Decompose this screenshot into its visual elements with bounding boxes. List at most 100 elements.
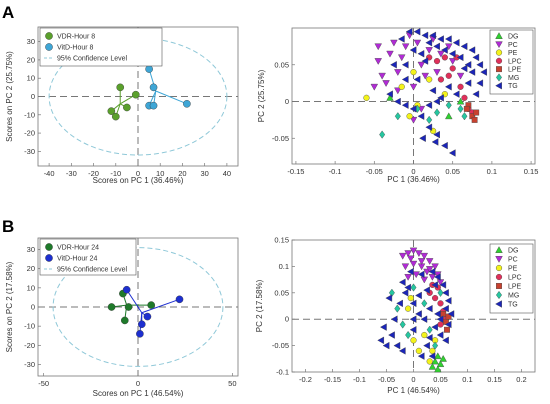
- loading-point: [409, 326, 417, 334]
- loading-point: [417, 49, 425, 58]
- loading-point: [415, 291, 422, 300]
- loading-point: [425, 333, 433, 342]
- loading-point: [386, 90, 393, 98]
- panel-label-a: A: [2, 3, 14, 22]
- loading-point: [452, 90, 460, 98]
- loading-point: [437, 288, 444, 297]
- y-tick-label: -20: [24, 129, 35, 138]
- loading-point: [390, 61, 397, 69]
- legend-entry: MG: [508, 293, 519, 300]
- loading-point: [409, 299, 417, 308]
- loading-point: [463, 105, 470, 112]
- loading-point: [464, 79, 472, 87]
- y-tick-label: -30: [24, 360, 35, 369]
- loading-point: [439, 281, 447, 289]
- loading-point: [401, 263, 410, 271]
- x-tick-label: -0.1: [353, 375, 366, 384]
- loading-point: [441, 141, 448, 150]
- loading-point: [431, 357, 439, 365]
- y-tick-label: 0.15: [274, 236, 289, 245]
- loading-point: [433, 273, 441, 281]
- legend-marker: [495, 57, 503, 64]
- y-tick-label: -0.1: [276, 368, 289, 377]
- loading-point: [431, 263, 439, 271]
- loading-point: [425, 47, 433, 54]
- loading-point: [415, 347, 422, 354]
- x-tick-label: -0.15: [324, 375, 341, 384]
- legend-marker: [495, 41, 503, 49]
- confidence-ellipse: [48, 37, 228, 156]
- loading-point: [413, 27, 421, 36]
- loading-point: [456, 72, 465, 80]
- loading-point: [377, 336, 385, 345]
- loading-point: [457, 83, 464, 90]
- x-tick-label: 0: [411, 375, 415, 384]
- y-tick-label: 10: [27, 283, 35, 292]
- loading-point: [409, 247, 418, 255]
- loading-point: [445, 101, 452, 110]
- loading-point: [390, 315, 398, 323]
- y-tick-label: 0.05: [274, 60, 289, 69]
- loading-point: [409, 105, 417, 113]
- loading-point: [425, 101, 433, 109]
- loading-point: [436, 360, 445, 367]
- y-tick-label: -10: [24, 110, 35, 119]
- loading-point: [388, 331, 395, 339]
- loading-point: [404, 283, 412, 292]
- loading-point: [407, 294, 414, 302]
- loading-point: [437, 300, 444, 307]
- loading-point: [468, 68, 476, 76]
- legend-entry: DG: [508, 34, 519, 41]
- loading-point: [472, 90, 480, 98]
- loading-point: [423, 341, 430, 350]
- loading-point: [444, 83, 452, 91]
- x-tick-label: 20: [178, 169, 186, 178]
- loading-point: [429, 347, 436, 354]
- loading-point: [464, 61, 472, 69]
- score-point: [143, 312, 152, 321]
- legend-entry: MG: [508, 75, 519, 82]
- loading-point: [417, 258, 426, 265]
- loading-point: [445, 72, 452, 79]
- score-point: [149, 83, 158, 92]
- loading-point: [398, 54, 406, 62]
- loading-point: [448, 49, 456, 58]
- score-point: [145, 65, 153, 73]
- loading-point: [382, 341, 390, 350]
- loading-point: [425, 38, 433, 47]
- x-axis-label: Scores on PC 1 (36.46%): [93, 176, 184, 185]
- loading-point: [429, 86, 437, 95]
- y-axis-label: PC 2 (17.58%): [255, 279, 264, 332]
- score-point: [107, 107, 116, 115]
- loading-point: [447, 310, 455, 318]
- loading-point: [417, 112, 425, 120]
- x-tick-label: 0.05: [433, 375, 448, 384]
- x-tick-label: 10: [156, 169, 164, 178]
- x-tick-label: 0.1: [487, 167, 497, 176]
- loadings-plot-a: -0.15 -0.1 -0.05 0 0.05 0.1 0.15 -0.05 0 0.05 PC 1…: [257, 27, 538, 184]
- x-tick-label: 40: [223, 169, 231, 178]
- loading-point: [409, 260, 418, 268]
- y-axis-label: PC 2 (25.75%): [257, 69, 266, 122]
- loading-point: [410, 337, 417, 344]
- loading-point: [398, 347, 406, 355]
- loading-point: [413, 75, 421, 84]
- y-tick-label: -30: [24, 147, 35, 156]
- x-tick-label: -50: [38, 379, 49, 388]
- loading-point: [419, 134, 426, 143]
- loading-point: [434, 352, 442, 360]
- y-axis-label: Scores on PC 2 (17.58%): [5, 261, 14, 352]
- loading-point: [401, 289, 409, 297]
- legend-marker: [495, 273, 503, 281]
- loading-point: [436, 331, 444, 339]
- loading-point: [379, 323, 387, 331]
- y-tick-label: 0.05: [274, 288, 289, 297]
- y-axis-label: Scores on PC 2 (25.75%): [5, 51, 14, 142]
- x-tick-label: 0.1: [462, 375, 472, 384]
- loading-point: [405, 305, 412, 312]
- loading-point: [370, 83, 379, 91]
- loading-point: [437, 50, 445, 58]
- y-tick-label: -10: [24, 322, 35, 331]
- x-tick-label: 0.15: [487, 375, 502, 384]
- legend-entry: 95% Confidence Level: [57, 56, 127, 63]
